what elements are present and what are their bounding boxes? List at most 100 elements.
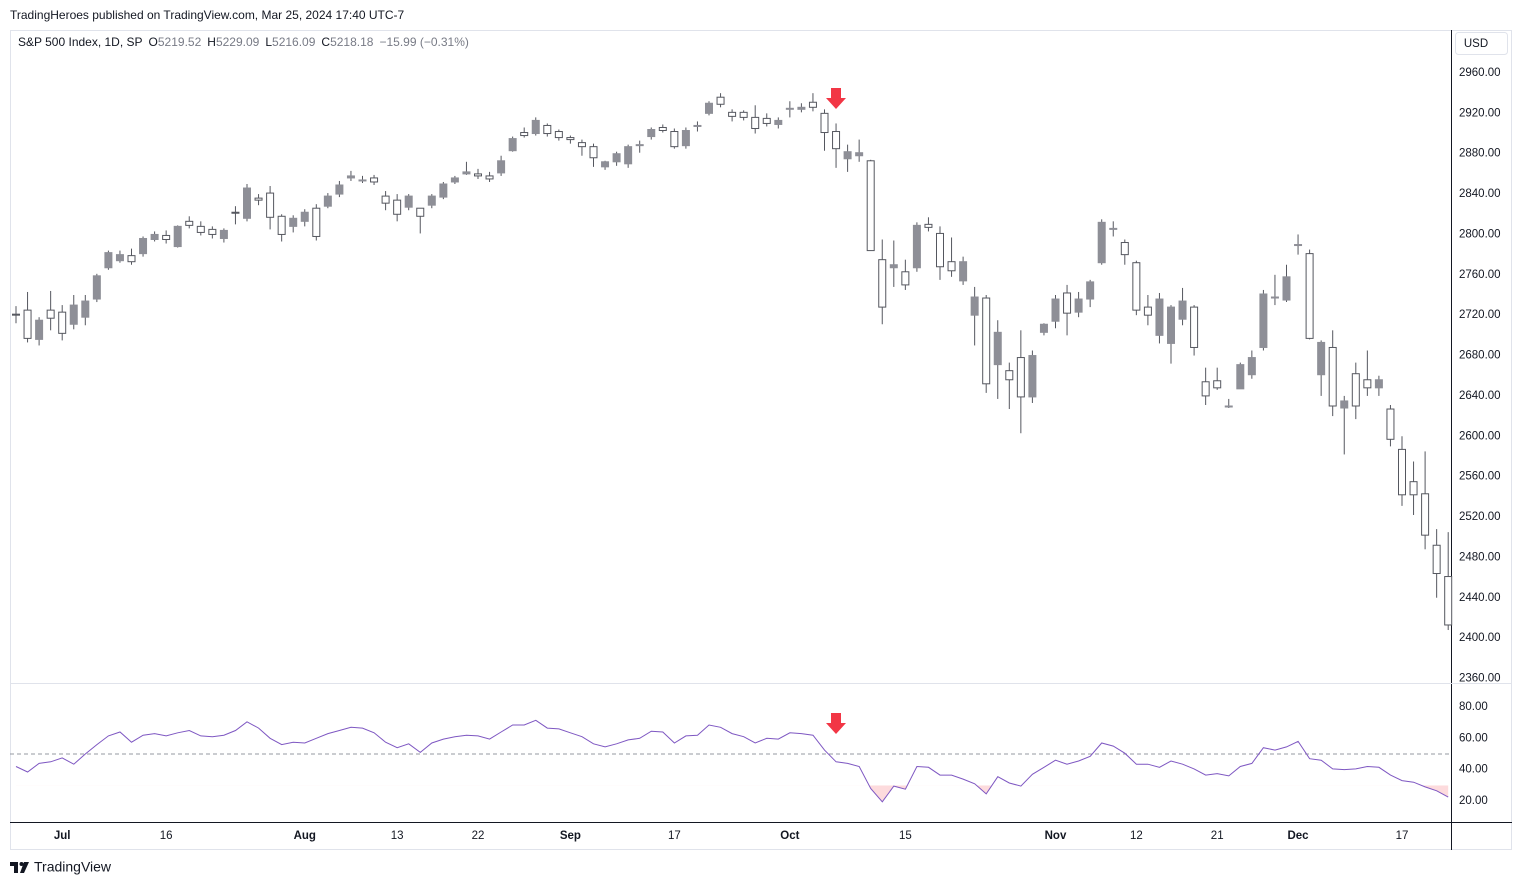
candle-body xyxy=(624,146,633,165)
candle-body xyxy=(601,161,610,168)
candle-body xyxy=(1247,357,1256,376)
candle-body xyxy=(12,313,20,316)
time-tick-label: Oct xyxy=(780,830,799,842)
candle-body xyxy=(162,234,171,240)
candle-body xyxy=(531,119,540,135)
candle-body xyxy=(1224,405,1233,408)
rsi-tick-label: 80.00 xyxy=(1459,701,1488,713)
candle-body xyxy=(1444,576,1453,626)
legend-value: 5216.09 xyxy=(272,35,316,49)
price-pane: 2960.00 2920.00 2880.00 2840.00 2800.00 2760.… xyxy=(12,67,1501,684)
time-tick-label: Dec xyxy=(1287,830,1309,842)
legend-change: −15.99 (−0.31%) xyxy=(379,35,468,49)
legend-key: H xyxy=(207,35,216,49)
price-tick-label: 2920.00 xyxy=(1459,107,1501,119)
candle-body xyxy=(404,195,413,208)
candle-body xyxy=(1097,221,1106,264)
candle-body xyxy=(1178,300,1187,320)
candle-body xyxy=(173,225,182,248)
candle-body xyxy=(1028,355,1037,398)
candle-body xyxy=(993,331,1002,366)
price-tick-label: 2440.00 xyxy=(1459,592,1501,604)
candle-body xyxy=(577,142,586,148)
candle-body xyxy=(196,225,205,233)
price-tick-label: 2800.00 xyxy=(1459,228,1501,240)
candle-body xyxy=(1259,293,1268,348)
price-tick-label: 2480.00 xyxy=(1459,551,1501,563)
candle-body xyxy=(323,195,332,207)
candle-body xyxy=(947,261,956,272)
candle-body xyxy=(208,228,217,235)
candle-body xyxy=(866,160,875,252)
candle-body xyxy=(300,211,309,222)
candle-body xyxy=(1109,227,1118,230)
candle-body xyxy=(185,220,194,226)
price-tick-label: 2720.00 xyxy=(1459,309,1501,321)
candle-body xyxy=(762,117,771,124)
time-tick-label: 13 xyxy=(391,830,404,842)
candle-body xyxy=(959,261,968,282)
candle-body xyxy=(150,233,159,240)
publish-header: TradingHeroes published on TradingView.c… xyxy=(10,8,405,22)
time-tick-label: 21 xyxy=(1211,830,1224,842)
candle-body xyxy=(982,297,991,385)
candle-body xyxy=(1340,400,1349,409)
candle-body xyxy=(266,192,275,218)
candle-body xyxy=(485,175,494,180)
candle-body xyxy=(1120,242,1129,256)
candle-body xyxy=(1213,380,1222,389)
candle-body xyxy=(1201,381,1210,397)
candle-body xyxy=(681,130,690,147)
candle-body xyxy=(1282,276,1291,301)
price-tick-label: 2760.00 xyxy=(1459,269,1501,281)
legend-text: S&P 500 Index, 1D, SP O5219.52 H5229.09 L52… xyxy=(18,35,469,49)
candle-body xyxy=(936,232,944,268)
price-tick-label: 2680.00 xyxy=(1459,350,1501,362)
candle-body xyxy=(1074,298,1083,313)
candle-body xyxy=(901,271,910,286)
chart-frame xyxy=(10,30,1512,850)
price-tick-label: 2520.00 xyxy=(1459,511,1501,523)
candle-body xyxy=(878,259,887,308)
legend-value: 5218.18 xyxy=(330,35,374,49)
candle-body xyxy=(843,151,852,160)
price-tick-label: 2360.00 xyxy=(1459,672,1501,684)
time-tick-label: Aug xyxy=(294,830,316,842)
candle-body xyxy=(381,195,390,204)
candle-body xyxy=(797,106,806,110)
candle-body xyxy=(1270,296,1279,299)
candle-body xyxy=(716,96,725,105)
currency-button[interactable] xyxy=(1455,32,1508,55)
candle-body xyxy=(312,207,321,237)
candle-body xyxy=(335,184,344,195)
time-tick-label: 15 xyxy=(899,830,912,842)
currency-label[interactable]: USD xyxy=(1464,38,1488,50)
candle-body xyxy=(912,224,921,269)
candle-body xyxy=(127,255,136,263)
time-tick-label: 17 xyxy=(1396,830,1409,842)
candle-body xyxy=(439,183,448,198)
candle-body xyxy=(46,309,55,319)
candle-body xyxy=(751,116,760,129)
candle-body xyxy=(612,153,621,163)
candle-body xyxy=(219,229,228,239)
candle-body xyxy=(243,187,251,219)
legend-key: C xyxy=(321,35,330,49)
rsi-pane: 80.00 60.00 40.00 20.00 xyxy=(10,701,1488,807)
candle-body xyxy=(69,304,78,325)
candle-body xyxy=(393,199,402,215)
legend-key: L xyxy=(265,35,272,49)
candle-body xyxy=(427,195,436,206)
candle-body xyxy=(739,111,748,118)
candle-body xyxy=(346,175,355,179)
brand-name: TradingView xyxy=(34,859,112,875)
candle-body xyxy=(1132,262,1141,311)
candle-body xyxy=(808,101,817,108)
candle-body xyxy=(924,223,933,228)
time-tick-label: Jul xyxy=(54,830,71,842)
time-tick-label: Sep xyxy=(560,830,581,842)
candle-body xyxy=(474,173,482,177)
candle-body xyxy=(785,107,794,110)
price-tick-label: 2400.00 xyxy=(1459,632,1501,644)
